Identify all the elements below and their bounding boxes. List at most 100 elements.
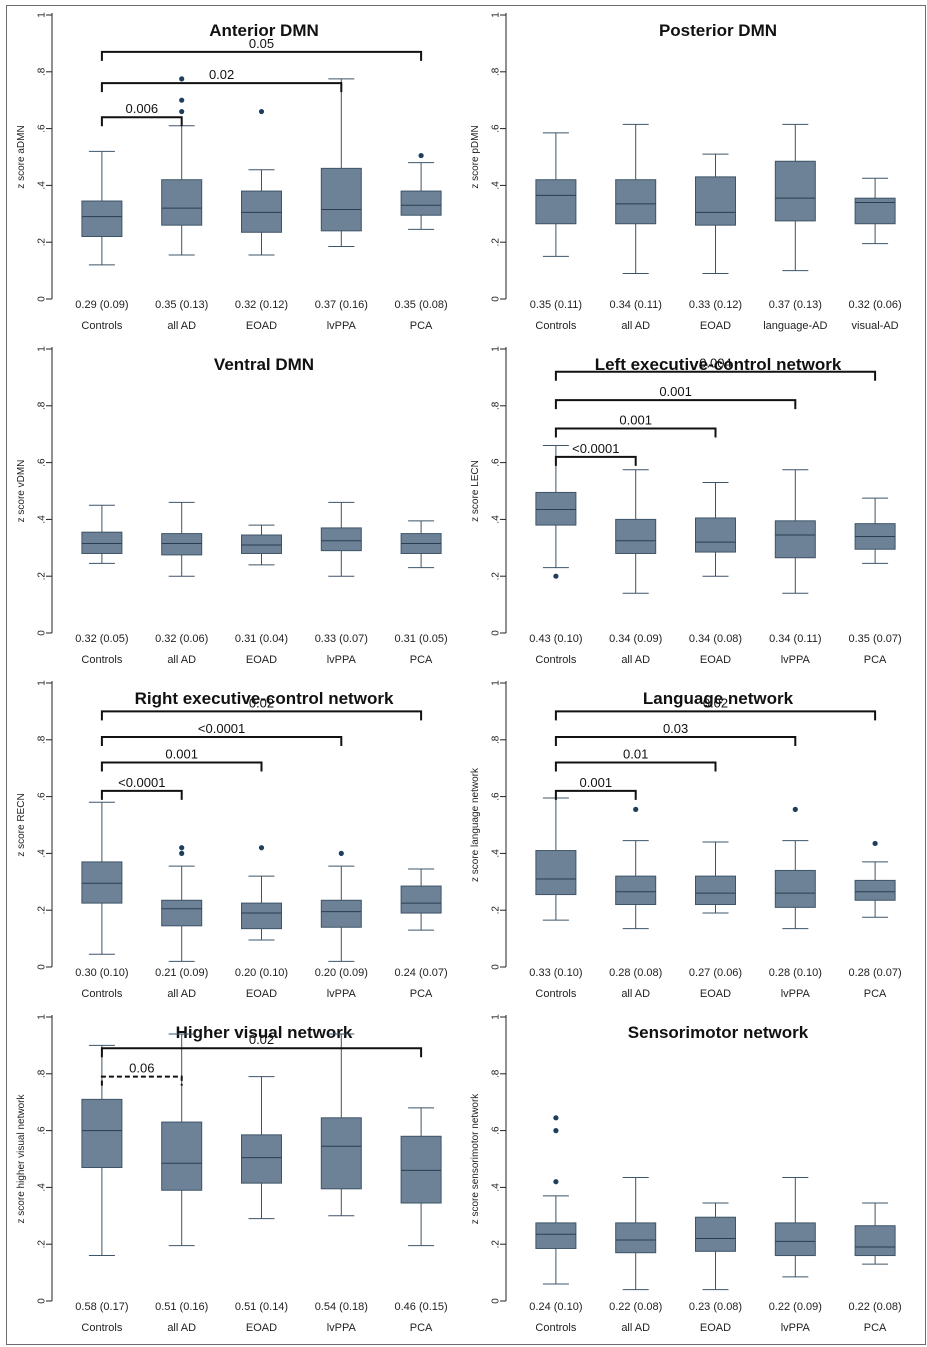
- p-value-label: 0.06: [129, 1061, 154, 1076]
- box-iqr: [535, 491, 577, 526]
- category-label: lvPPA: [781, 1322, 811, 1334]
- y-tick-label: .8: [491, 735, 502, 744]
- box-iqr: [695, 176, 736, 226]
- p-value-label: <0.0001: [198, 721, 245, 736]
- box-iqr: [241, 534, 282, 554]
- outlier-point: [418, 152, 424, 159]
- y-tick-label: 1: [491, 12, 502, 18]
- y-axis-label: z score LECN: [470, 460, 481, 522]
- category-label: Controls: [535, 1322, 576, 1334]
- outlier-point: [258, 108, 265, 115]
- box-iqr: [161, 1121, 203, 1191]
- p-value-label: 0.02: [249, 1032, 274, 1047]
- stat-label: 0.23 (0.08): [689, 1301, 742, 1313]
- chart-title: Sensorimotor network: [628, 1023, 809, 1042]
- bracket-line: [100, 710, 423, 721]
- category-label: all AD: [621, 988, 650, 1000]
- y-tick-label: .6: [491, 1126, 502, 1135]
- figure-frame: [6, 5, 926, 1345]
- chart-panel-2: 0 .2 .4 .6 .8 1 z score pDMN Posterior DMN 0.35 …: [470, 12, 902, 332]
- box-4: [320, 850, 362, 962]
- box-1: [81, 1044, 123, 1257]
- box-1: [535, 797, 577, 921]
- bracket-line: [554, 399, 797, 410]
- category-label: PCA: [410, 654, 433, 666]
- category-label: Controls: [535, 988, 576, 1000]
- stat-label: 0.28 (0.10): [769, 967, 822, 979]
- box-1: [81, 801, 123, 955]
- y-tick-label: .6: [491, 458, 502, 467]
- box-4: [774, 123, 816, 272]
- comparison-bracket: 0.001: [100, 747, 263, 772]
- category-label: EOAD: [246, 654, 277, 666]
- y-axis-label: z score aDMN: [16, 125, 27, 188]
- comparison-bracket: 0.05: [100, 36, 423, 61]
- box-3: [695, 481, 736, 577]
- y-axis-label: z score sensorimotor network: [470, 1093, 481, 1225]
- box-2: [615, 806, 657, 930]
- box-1: [535, 1115, 577, 1285]
- y-tick-label: 1: [37, 12, 48, 18]
- box-iqr: [615, 1222, 657, 1254]
- stat-label: 0.22 (0.08): [609, 1301, 662, 1313]
- y-tick-label: .2: [37, 1240, 48, 1249]
- box-3: [695, 1202, 736, 1291]
- chart-panel-4: 0 .2 .4 .6 .8 1 z score LECN Left executive-con…: [470, 346, 902, 666]
- chart-title: Right executive-control network: [135, 689, 394, 708]
- chart-title: Ventral DMN: [214, 355, 314, 374]
- box-iqr: [695, 517, 736, 553]
- outlier-point: [553, 1179, 559, 1185]
- box-iqr: [535, 1222, 577, 1249]
- bracket-line: [100, 82, 343, 93]
- category-label: language-AD: [763, 320, 827, 332]
- p-value-label: 0.02: [249, 695, 274, 710]
- box-3: [241, 1076, 282, 1220]
- box-4: [774, 469, 816, 594]
- y-axis-label: z score RECN: [16, 793, 27, 856]
- p-value-label: 0.001: [659, 384, 692, 399]
- box-5: [854, 497, 896, 564]
- outlier-point: [179, 845, 185, 851]
- box-iqr: [535, 179, 577, 225]
- stat-label: 0.35 (0.13): [155, 299, 208, 311]
- y-tick-label: .8: [491, 401, 502, 410]
- box-2: [615, 123, 657, 274]
- bracket-line: [554, 761, 717, 772]
- box-iqr: [161, 179, 203, 226]
- bracket-line: [100, 761, 263, 772]
- box-4: [320, 501, 362, 577]
- stat-label: 0.54 (0.18): [315, 1301, 368, 1313]
- y-tick-label: 0: [491, 296, 502, 302]
- stat-label: 0.30 (0.10): [75, 967, 128, 979]
- chart-panel-8: 0 .2 .4 .6 .8 1 z score sensorimotor network Se…: [470, 1014, 902, 1334]
- box-iqr: [81, 531, 123, 554]
- stat-label: 0.24 (0.10): [529, 1301, 582, 1313]
- stat-label: 0.32 (0.06): [848, 299, 901, 311]
- box-2: [615, 469, 657, 594]
- box-4: [774, 806, 816, 930]
- box-iqr: [615, 518, 657, 554]
- box-4: [320, 1033, 362, 1217]
- y-axis-label: z score pDMN: [470, 125, 481, 188]
- stat-label: 0.33 (0.07): [315, 633, 368, 645]
- category-label: lvPPA: [781, 988, 811, 1000]
- stat-label: 0.32 (0.06): [155, 633, 208, 645]
- stat-label: 0.34 (0.11): [769, 633, 821, 645]
- box-iqr: [81, 861, 123, 904]
- box-iqr: [774, 160, 816, 222]
- stat-label: 0.37 (0.16): [315, 299, 368, 311]
- category-label: PCA: [864, 654, 887, 666]
- chart-panel-5: 0 .2 .4 .6 .8 1 z score RECN Right executive-co…: [16, 680, 448, 1000]
- box-iqr: [320, 167, 362, 232]
- comparison-bracket: 0.001: [554, 384, 797, 410]
- box-3: [241, 108, 282, 256]
- comparison-bracket: 0.02: [100, 695, 423, 721]
- outlier-point: [338, 850, 344, 856]
- bracket-line: [554, 735, 797, 746]
- y-tick-label: .8: [491, 67, 502, 76]
- p-value-label: 0.05: [249, 36, 274, 51]
- category-label: Controls: [81, 654, 122, 666]
- box-2: [161, 1033, 203, 1247]
- box-iqr: [615, 875, 657, 906]
- chart-title: Language network: [643, 689, 794, 708]
